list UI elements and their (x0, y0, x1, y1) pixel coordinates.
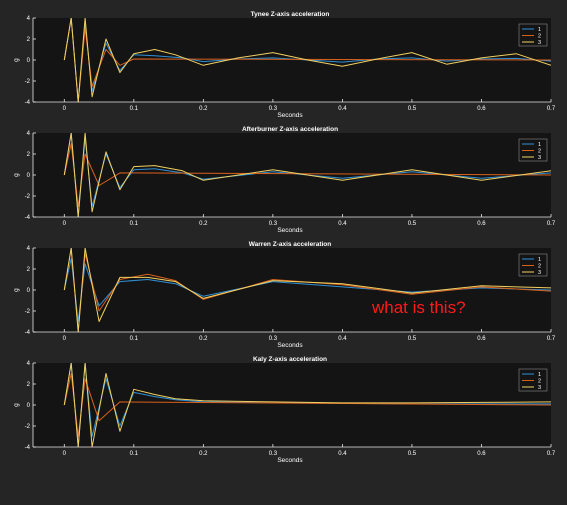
axes-background (33, 248, 551, 332)
x-axis-label: Seconds (277, 227, 303, 234)
y-tick-label: -2 (25, 194, 31, 200)
y-tick-label: 2 (27, 152, 31, 158)
series-group (63, 363, 551, 447)
legend-label-2: 2 (538, 379, 541, 385)
y-tick-label: 0 (27, 288, 31, 294)
y-tick-label: -4 (25, 330, 31, 336)
x-tick-label: 0.3 (269, 336, 278, 342)
x-axis-label: Seconds (277, 457, 303, 464)
axes-background (33, 363, 551, 447)
y-axis-label: g (13, 58, 20, 62)
chart-title: Afterburner Z-axis acceleration (242, 126, 338, 133)
y-tick-label: 0 (27, 173, 31, 179)
x-tick-label: 0.4 (338, 106, 347, 112)
y-tick-label: -2 (25, 309, 31, 315)
legend-label-1: 1 (538, 142, 541, 148)
x-tick-label: 0.4 (338, 336, 347, 342)
y-tick-label: -4 (25, 100, 31, 106)
x-tick-label: 0.6 (477, 451, 486, 457)
y-tick-label: -2 (25, 424, 31, 430)
subplot-0: 0 0.1 0.2 0.3 0.4 0.5 0.6 0.7 -4 -2 0 2 4 Tynee Z-axi… (13, 11, 556, 119)
x-tick-label: 0.5 (408, 336, 417, 342)
series-group (63, 133, 551, 217)
x-tick-label: 0 (63, 451, 67, 457)
x-tick-label: 0.4 (338, 451, 347, 457)
y-tick-label: -4 (25, 215, 31, 221)
series-line-3 (63, 363, 551, 447)
x-tick-label: 0.1 (130, 336, 139, 342)
x-tick-label: 0.2 (199, 106, 208, 112)
y-axis-label: g (13, 173, 20, 177)
y-axis-label: g (13, 288, 20, 292)
y-tick-label: -4 (25, 445, 31, 451)
series-line-3 (63, 18, 551, 102)
series-line-2 (63, 143, 551, 207)
y-tick-label: 4 (27, 246, 31, 252)
y-tick-label: -2 (25, 79, 31, 85)
y-tick-label: 4 (27, 131, 31, 137)
x-axis-label: Seconds (277, 112, 303, 119)
y-axis-label: g (13, 403, 20, 407)
chart-title: Kaly Z-axis acceleration (253, 356, 327, 363)
legend-label-2: 2 (538, 34, 541, 40)
y-tick-label: 2 (27, 267, 31, 273)
x-tick-label: 0.7 (547, 336, 556, 342)
x-tick-label: 0.3 (269, 106, 278, 112)
x-tick-label: 0.7 (547, 451, 556, 457)
legend-label-2: 2 (538, 264, 541, 270)
subplot-1: 0 0.1 0.2 0.3 0.4 0.5 0.6 0.7 -4 -2 0 2 4 Afterburner… (13, 126, 556, 234)
y-tick-label: 2 (27, 37, 31, 43)
x-tick-label: 0.3 (269, 451, 278, 457)
series-group (63, 18, 551, 102)
x-tick-label: 0 (63, 221, 67, 227)
y-tick-label: 4 (27, 16, 31, 22)
x-tick-label: 0.1 (130, 451, 139, 457)
legend-label-3: 3 (538, 270, 541, 276)
legend-label-1: 1 (538, 27, 541, 33)
chart-title: Tynee Z-axis acceleration (251, 11, 330, 18)
x-axis-label: Seconds (277, 342, 303, 349)
x-tick-label: 0.5 (408, 451, 417, 457)
y-tick-label: 2 (27, 382, 31, 388)
x-tick-label: 0.2 (199, 451, 208, 457)
x-tick-label: 0.3 (269, 221, 278, 227)
series-line-2 (63, 373, 551, 437)
x-tick-label: 0.6 (477, 106, 486, 112)
legend-label-3: 3 (538, 155, 541, 161)
series-line-3 (63, 248, 551, 332)
chart-title: Warren Z-axis acceleration (249, 241, 332, 248)
legend-label-3: 3 (538, 385, 541, 391)
x-tick-label: 0.1 (130, 221, 139, 227)
subplot-2: 0 0.1 0.2 0.3 0.4 0.5 0.6 0.7 -4 -2 0 2 4 Warren Z-ax… (13, 241, 556, 349)
x-tick-label: 0.2 (199, 221, 208, 227)
y-tick-label: 4 (27, 361, 31, 367)
x-tick-label: 0.2 (199, 336, 208, 342)
x-tick-label: 0.7 (547, 221, 556, 227)
subplot-3: 0 0.1 0.2 0.3 0.4 0.5 0.6 0.7 -4 -2 0 2 4 Kaly Z-axis… (13, 356, 556, 464)
legend-label-1: 1 (538, 372, 541, 378)
legend-label-3: 3 (538, 40, 541, 46)
y-tick-label: 0 (27, 403, 31, 409)
x-tick-label: 0.6 (477, 221, 486, 227)
x-tick-label: 0.6 (477, 336, 486, 342)
series-group (63, 248, 551, 332)
x-tick-label: 0 (63, 106, 67, 112)
x-tick-label: 0 (63, 336, 67, 342)
y-tick-label: 0 (27, 58, 31, 64)
x-tick-label: 0.7 (547, 106, 556, 112)
x-tick-label: 0.5 (408, 106, 417, 112)
x-tick-label: 0.4 (338, 221, 347, 227)
annotation-text: what is this? (372, 298, 466, 317)
x-tick-label: 0.1 (130, 106, 139, 112)
x-tick-label: 0.5 (408, 221, 417, 227)
series-line-3 (63, 133, 551, 217)
legend-label-1: 1 (538, 257, 541, 263)
legend-label-2: 2 (538, 149, 541, 155)
